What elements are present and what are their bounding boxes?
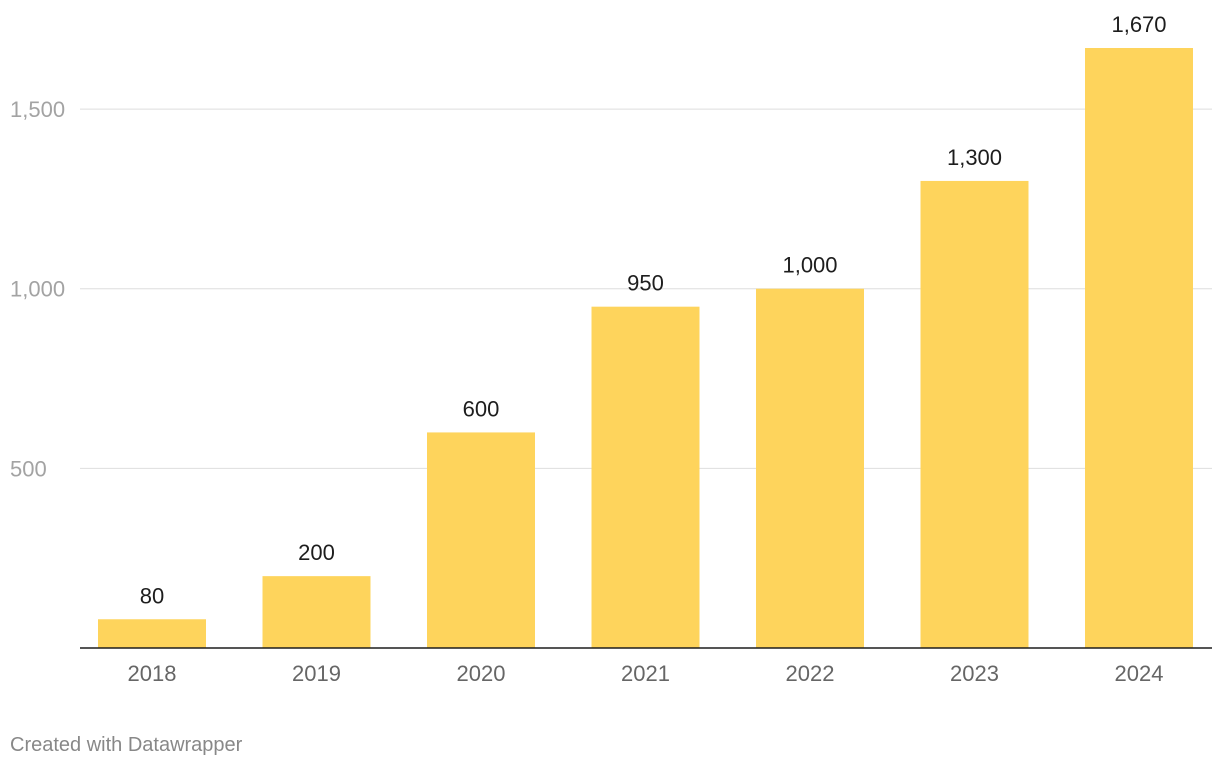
y-tick-label: 500 — [10, 456, 47, 481]
data-label-2022: 1,000 — [782, 253, 837, 278]
x-tick-label-2018: 2018 — [128, 661, 177, 686]
bar-2024 — [1085, 48, 1193, 648]
x-tick-label-2020: 2020 — [457, 661, 506, 686]
label-layer: 500 1,000 1,500 80 2018 200 2019 600 2020 950 2021… — [10, 12, 1167, 686]
x-tick-label-2023: 2023 — [950, 661, 999, 686]
footer-credit: Created with Datawrapper — [10, 734, 243, 756]
data-label-2019: 200 — [298, 540, 335, 565]
bar-chart: 500 1,000 1,500 80 2018 200 2019 600 2020 950 2021… — [10, 12, 1212, 686]
y-tick-label: 1,000 — [10, 277, 65, 302]
data-label-2024: 1,670 — [1111, 12, 1166, 37]
data-label-2021: 950 — [627, 271, 664, 296]
x-tick-label-2019: 2019 — [292, 661, 341, 686]
bar-2021 — [591, 306, 700, 648]
data-label-2018: 80 — [140, 583, 164, 608]
bar-2022 — [756, 288, 864, 648]
x-tick-label-2024: 2024 — [1115, 661, 1164, 686]
bar-2018 — [98, 619, 206, 648]
bar-2020 — [427, 432, 535, 648]
x-tick-label-2021: 2021 — [621, 661, 670, 686]
data-label-2020: 600 — [463, 396, 500, 421]
y-tick-label: 1,500 — [10, 97, 65, 122]
bar-2019 — [262, 576, 371, 648]
bar-layer — [98, 48, 1193, 648]
bar-2023 — [920, 180, 1029, 648]
x-tick-label-2022: 2022 — [786, 661, 835, 686]
data-label-2023: 1,300 — [947, 145, 1002, 170]
